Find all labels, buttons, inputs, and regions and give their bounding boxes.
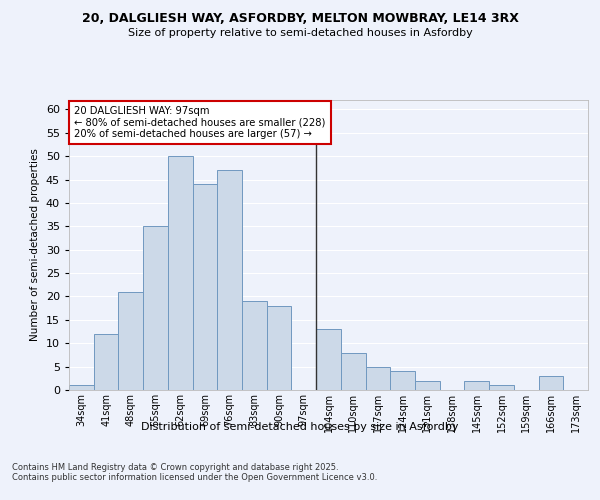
Bar — [168, 156, 193, 390]
Bar — [143, 226, 168, 390]
Text: Distribution of semi-detached houses by size in Asfordby: Distribution of semi-detached houses by … — [141, 422, 459, 432]
Bar — [415, 380, 440, 390]
Bar — [539, 376, 563, 390]
Bar — [69, 386, 94, 390]
Bar — [341, 352, 365, 390]
Bar — [193, 184, 217, 390]
Bar — [464, 380, 489, 390]
Text: 20 DALGLIESH WAY: 97sqm
← 80% of semi-detached houses are smaller (228)
20% of s: 20 DALGLIESH WAY: 97sqm ← 80% of semi-de… — [74, 106, 326, 139]
Bar — [118, 292, 143, 390]
Bar — [390, 372, 415, 390]
Bar — [94, 334, 118, 390]
Bar — [267, 306, 292, 390]
Bar — [365, 366, 390, 390]
Y-axis label: Number of semi-detached properties: Number of semi-detached properties — [30, 148, 40, 342]
Text: Contains HM Land Registry data © Crown copyright and database right 2025.
Contai: Contains HM Land Registry data © Crown c… — [12, 462, 377, 482]
Bar — [242, 301, 267, 390]
Bar — [489, 386, 514, 390]
Bar — [316, 329, 341, 390]
Text: Size of property relative to semi-detached houses in Asfordby: Size of property relative to semi-detach… — [128, 28, 472, 38]
Bar — [217, 170, 242, 390]
Text: 20, DALGLIESH WAY, ASFORDBY, MELTON MOWBRAY, LE14 3RX: 20, DALGLIESH WAY, ASFORDBY, MELTON MOWB… — [82, 12, 518, 26]
